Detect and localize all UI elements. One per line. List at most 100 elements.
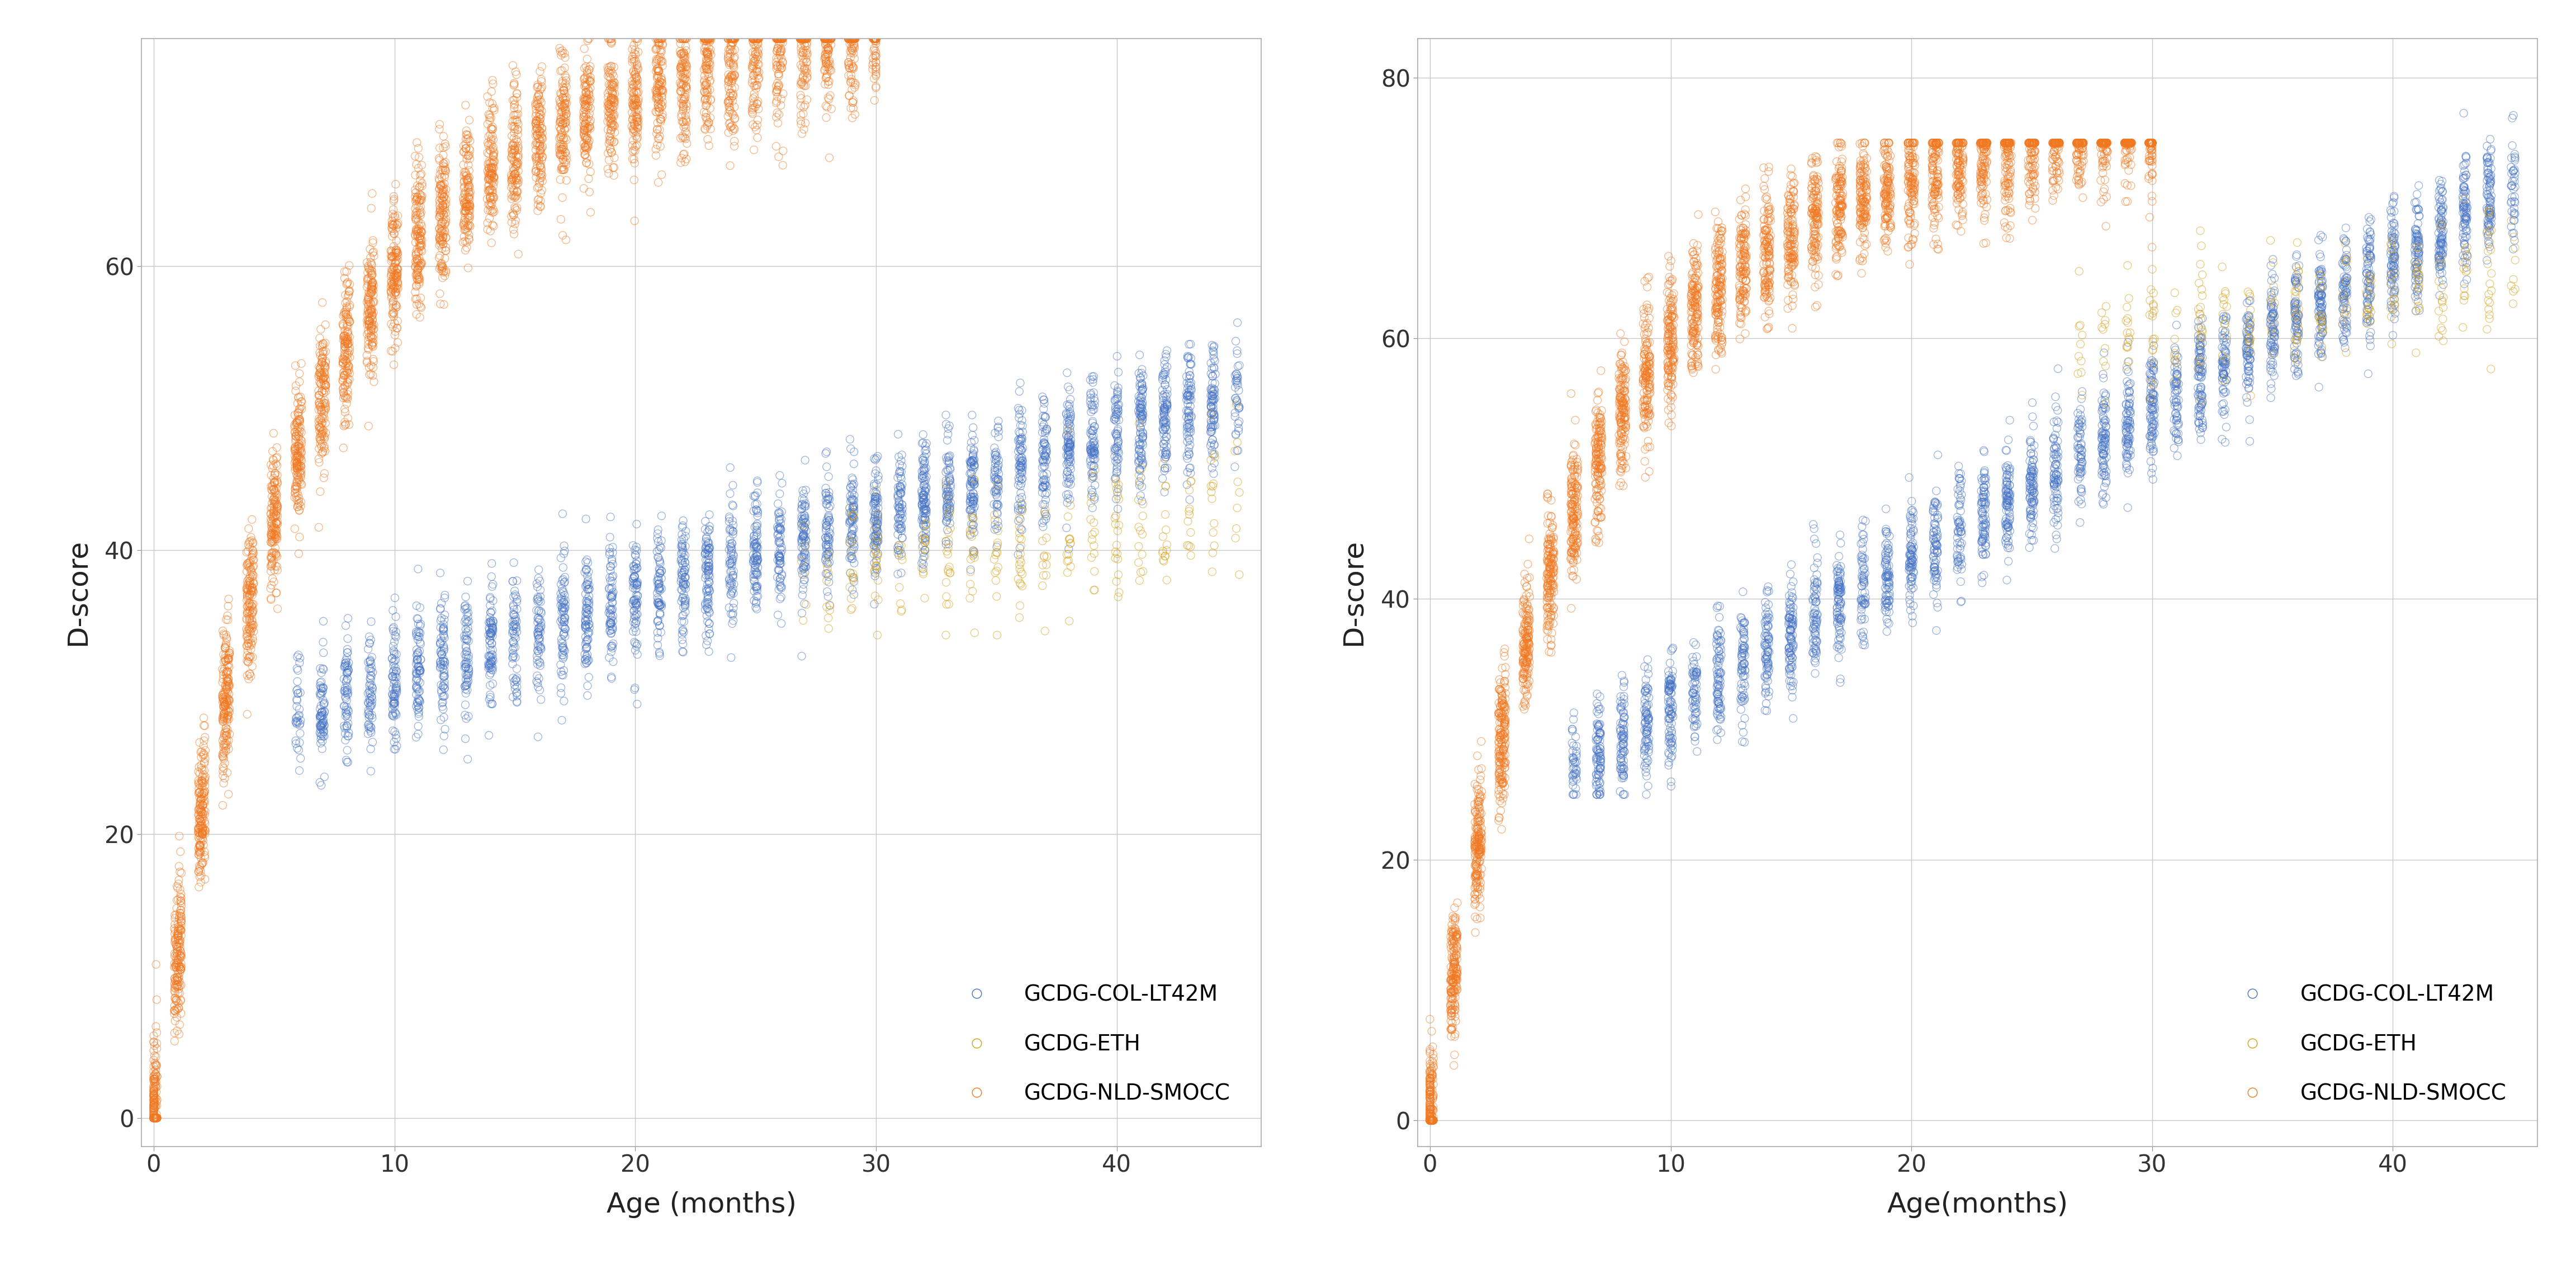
Point bbox=[1819, 582, 1860, 603]
Point bbox=[1190, 450, 1231, 470]
Point bbox=[592, 91, 634, 112]
Point bbox=[1749, 265, 1790, 286]
Point bbox=[2058, 133, 2099, 153]
Point bbox=[1170, 380, 1211, 401]
Point bbox=[1579, 715, 1620, 735]
Point bbox=[1507, 648, 1548, 668]
Point bbox=[1868, 538, 1909, 559]
Point bbox=[399, 231, 440, 251]
Point bbox=[134, 1108, 175, 1128]
Point bbox=[301, 420, 343, 440]
Point bbox=[806, 536, 848, 556]
Point bbox=[1844, 587, 1886, 608]
Point bbox=[1504, 623, 1546, 644]
Point bbox=[951, 487, 992, 507]
Point bbox=[639, 641, 680, 662]
Point bbox=[835, 28, 876, 49]
Point bbox=[1721, 220, 1762, 241]
Point bbox=[180, 770, 222, 791]
Point bbox=[976, 469, 1018, 489]
Point bbox=[1965, 133, 2007, 153]
Point bbox=[1167, 346, 1208, 367]
Point bbox=[2035, 139, 2076, 160]
Point bbox=[2421, 298, 2463, 318]
Point bbox=[1917, 133, 1958, 153]
Point bbox=[2182, 385, 2223, 406]
Point bbox=[446, 201, 487, 222]
Point bbox=[1097, 474, 1139, 495]
Point bbox=[178, 823, 219, 844]
Point bbox=[1940, 470, 1981, 491]
Point bbox=[2468, 202, 2509, 223]
Point bbox=[1672, 681, 1713, 702]
Point bbox=[1574, 466, 1615, 487]
Point bbox=[2396, 277, 2437, 298]
Point bbox=[255, 523, 296, 544]
Point bbox=[564, 653, 605, 674]
Point bbox=[325, 656, 366, 676]
Point bbox=[1865, 156, 1906, 176]
Point bbox=[1074, 450, 1115, 470]
Point bbox=[1121, 380, 1162, 401]
Point bbox=[325, 268, 366, 289]
Point bbox=[1455, 819, 1497, 840]
Point bbox=[1891, 540, 1932, 560]
Point bbox=[301, 711, 343, 732]
Point bbox=[2251, 296, 2293, 317]
Point bbox=[806, 515, 848, 536]
Point bbox=[2370, 233, 2411, 254]
Point bbox=[399, 269, 440, 290]
Point bbox=[1965, 133, 2007, 153]
Point bbox=[1772, 252, 1814, 273]
Point bbox=[829, 28, 871, 49]
Point bbox=[927, 505, 969, 526]
Point bbox=[469, 180, 510, 201]
Point bbox=[1914, 522, 1955, 542]
Point bbox=[1914, 213, 1955, 233]
Point bbox=[1963, 139, 2004, 160]
Point bbox=[1002, 438, 1043, 459]
Point bbox=[209, 676, 250, 697]
Point bbox=[420, 710, 461, 730]
Point bbox=[1481, 725, 1522, 746]
Point bbox=[734, 560, 775, 581]
Point bbox=[327, 716, 368, 737]
Point bbox=[1819, 582, 1860, 603]
Point bbox=[1412, 1065, 1453, 1086]
Point bbox=[446, 134, 487, 155]
Point bbox=[1625, 365, 1667, 385]
Point bbox=[2251, 354, 2293, 375]
Point bbox=[1842, 137, 1883, 157]
Point bbox=[1074, 440, 1115, 461]
Point bbox=[276, 471, 317, 492]
Point bbox=[1821, 152, 1862, 173]
Point bbox=[2445, 202, 2486, 223]
Point bbox=[397, 294, 438, 314]
Point bbox=[1865, 600, 1906, 621]
Point bbox=[255, 483, 296, 504]
Point bbox=[422, 638, 464, 658]
Point bbox=[1458, 779, 1499, 800]
Point bbox=[1577, 501, 1618, 522]
Point bbox=[2324, 337, 2365, 358]
Point bbox=[1868, 572, 1909, 592]
Point bbox=[2128, 133, 2169, 153]
Point bbox=[204, 694, 245, 715]
Point bbox=[783, 526, 824, 546]
Point bbox=[904, 475, 945, 496]
Point bbox=[376, 276, 417, 296]
Point bbox=[806, 443, 848, 464]
Point bbox=[544, 82, 585, 103]
Point bbox=[2494, 164, 2535, 184]
Point bbox=[1461, 838, 1502, 859]
Point bbox=[662, 59, 703, 80]
Point bbox=[1960, 160, 2002, 180]
Point bbox=[1577, 730, 1618, 751]
Point bbox=[613, 44, 654, 64]
Point bbox=[2035, 455, 2076, 475]
Point bbox=[1530, 554, 1571, 574]
Point bbox=[2084, 394, 2125, 415]
Point bbox=[160, 975, 201, 996]
Point bbox=[2349, 281, 2391, 301]
Point bbox=[1984, 133, 2025, 153]
